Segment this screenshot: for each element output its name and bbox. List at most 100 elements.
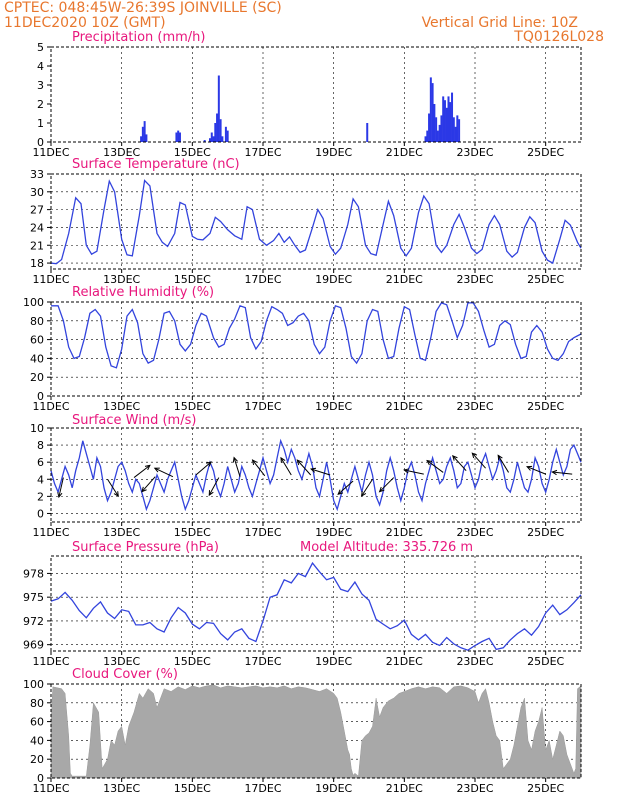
y-tick-label: 20 [30, 371, 44, 384]
wind-arrow [337, 480, 354, 496]
wind-arrow-shaft [426, 460, 444, 473]
precipitation-bar [209, 138, 211, 142]
x-tick-label: 23DEC [456, 146, 493, 159]
x-tick-label: 17DEC [244, 273, 281, 286]
wind-arrow-head [296, 459, 303, 466]
header-station: CPTEC: 048:45W-26:39S JOINVILLE (SC) [4, 0, 282, 16]
wind-arrow-shaft [552, 471, 573, 475]
wind-arrow-head [153, 467, 160, 473]
wind-arrow-shaft [280, 457, 292, 476]
wind-arrow-shaft [208, 477, 220, 496]
wind-arrow [551, 469, 573, 476]
x-tick-label: 11DEC [32, 782, 69, 795]
x-tick-label: 25DEC [527, 526, 564, 539]
y-tick-label: 33 [30, 168, 44, 181]
x-tick-label: 13DEC [103, 782, 140, 795]
precipitation-bar [178, 132, 181, 142]
precipitation-bar [424, 136, 427, 142]
y-tick-label: 60 [30, 716, 44, 729]
x-tick-label: 21DEC [386, 400, 423, 413]
precipitation-bar [221, 136, 224, 142]
precipitation-bar [438, 124, 441, 142]
precipitation-bar [140, 136, 143, 142]
x-tick-label: 23DEC [456, 400, 493, 413]
wind-arrow [232, 456, 241, 477]
wind-arrow [426, 459, 444, 473]
x-tick-label: 17DEC [244, 400, 281, 413]
x-tick-label: 15DEC [174, 273, 211, 286]
precipitation-bar [426, 130, 429, 142]
panel-2: 0 20 40 60 80 100 11DEC 13DEC 15DEC 17DEC 19DEC 21D… [23, 285, 582, 413]
x-tick-label: 13DEC [103, 655, 140, 668]
y-tick-label: 60 [30, 334, 44, 347]
wind-arrow-head [403, 468, 410, 474]
precipitation-bar [456, 115, 459, 142]
precipitation-bar [216, 113, 219, 142]
precipitation-bar [433, 104, 436, 142]
wind-arrow-head [144, 464, 151, 471]
x-tick-label: 21DEC [386, 782, 423, 795]
x-tick-label: 15DEC [174, 782, 211, 795]
precipitation-bar [454, 126, 457, 142]
precipitation-bar [224, 126, 227, 142]
precipitation-bar [366, 123, 369, 142]
wind-arrow-head [309, 467, 317, 473]
y-tick-label: 30 [30, 186, 44, 199]
y-tick-label: 0 [37, 390, 44, 403]
precipitation-bar [442, 96, 445, 142]
panel-title: Relative Humidity (%) [72, 285, 214, 300]
panel-4: 969 972 975 978 11DEC 13DEC 15DEC 17DEC 19DEC 21D… [23, 540, 582, 668]
x-tick-label: 19DEC [315, 400, 352, 413]
wind-arrow-head [141, 486, 147, 493]
precipitation-bar [217, 75, 220, 142]
panel-frame [50, 555, 582, 652]
x-tick-label: 23DEC [456, 655, 493, 668]
precipitation-bar [226, 130, 229, 142]
precipitation-bar [440, 115, 443, 142]
x-tick-label: 13DEC [103, 273, 140, 286]
series-line [50, 561, 582, 651]
precipitation-bar [436, 130, 439, 142]
wind-arrow-head [232, 456, 238, 463]
wind-arrow [57, 477, 64, 499]
wind-arrow [195, 461, 212, 476]
precipitation-bar [431, 83, 434, 142]
x-tick-label: 25DEC [527, 400, 564, 413]
wind-arrow [309, 467, 331, 476]
x-tick-label: 25DEC [527, 146, 564, 159]
wind-arrow-shaft [252, 459, 266, 477]
wind-arrow-shaft [361, 478, 373, 497]
wind-arrow-head [378, 486, 385, 493]
wind-arrow [208, 477, 220, 497]
y-tick-label: 80 [30, 315, 44, 328]
y-tick-label: 21 [30, 239, 44, 252]
x-tick-label: 19DEC [315, 782, 352, 795]
panel-frame [50, 46, 582, 143]
y-tick-label: 5 [37, 41, 44, 54]
panel-frame [50, 301, 582, 397]
wind-arrow-shaft [195, 461, 212, 476]
panel-title: Surface Temperature (nC) [72, 157, 240, 172]
y-tick-label: 0 [37, 772, 44, 785]
precipitation-bar [141, 126, 144, 142]
y-tick-label: 0 [37, 136, 44, 149]
wind-arrow-head [337, 489, 344, 496]
x-tick-label: 11DEC [32, 146, 69, 159]
series-line [50, 438, 582, 512]
x-tick-label: 13DEC [103, 146, 140, 159]
precipitation-bar [219, 119, 222, 142]
precipitation-bar [212, 136, 215, 142]
x-tick-label: 21DEC [386, 526, 423, 539]
panel-frame [50, 173, 582, 270]
panel-title: Surface Pressure (hPa) [72, 540, 219, 555]
wind-arrow-head [551, 469, 558, 476]
x-tick-label: 17DEC [244, 655, 281, 668]
panel-title: Precipitation (mm/h) [72, 30, 205, 45]
x-tick-label: 11DEC [32, 655, 69, 668]
wind-arrow [403, 468, 424, 475]
y-tick-label: 100 [23, 678, 44, 691]
y-tick-label: 3 [37, 79, 44, 92]
wind-arrow [497, 454, 509, 473]
y-tick-label: 18 [30, 257, 44, 270]
